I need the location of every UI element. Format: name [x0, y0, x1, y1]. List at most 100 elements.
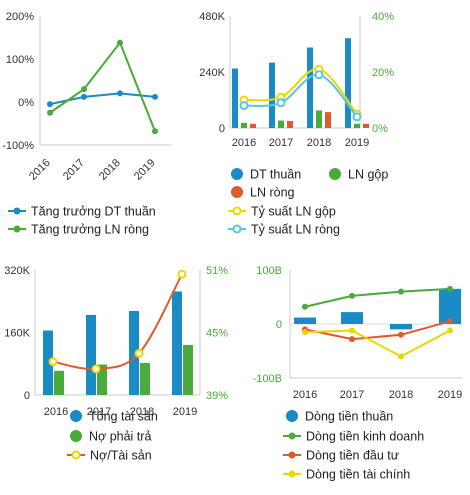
- chart4-line-point: [447, 285, 453, 292]
- chart3-y-tick-label-left: 0: [24, 390, 30, 402]
- chart3-y-tick-label-left: 320K: [4, 265, 30, 277]
- chart3-x-tick-label: 2019: [173, 406, 197, 418]
- chart2-x-tick-label: 2016: [232, 137, 256, 149]
- chart1-y-tick-label: 100%: [6, 54, 34, 66]
- chart4-x-tick-label: 2018: [389, 389, 413, 401]
- chart4-line-point: [447, 318, 453, 325]
- chart2-legend-swatch: [231, 186, 243, 198]
- chart4-bar-dong-tien-thuan: [390, 324, 412, 330]
- chart2-y-tick-label-left: 480K: [199, 11, 225, 23]
- chart2-bar-ln-rong: [250, 123, 256, 128]
- chart4-x-tick-label: 2019: [438, 389, 462, 401]
- chart2-x-tick-label: 2018: [307, 137, 331, 149]
- chart4-line-point: [398, 331, 404, 338]
- chart4-line-point: [398, 353, 404, 360]
- chart3-y-tick-label-right: 51%: [206, 265, 228, 277]
- chart3-bar-tong-tai-san: [172, 291, 182, 395]
- chart4-line-dong-tien-kinh-doanh: [304, 287, 451, 308]
- chart2-bar-dt-thuan: [269, 62, 275, 128]
- chart1-point: [47, 109, 53, 116]
- chart3-line-point: [48, 357, 58, 367]
- chart4-legend-swatch: [286, 410, 298, 422]
- chart3-legend-label: Nợ phải trả: [89, 430, 151, 444]
- chart2-bar-dt-thuan: [232, 68, 238, 128]
- chart1-x-tick-label: 2018: [97, 157, 123, 183]
- chart3-legend-swatch: [70, 410, 82, 422]
- chart2-legend-swatch: [231, 168, 243, 180]
- chart1-point: [117, 39, 123, 46]
- chart4-legend-marker: [288, 470, 296, 478]
- chart2-legend-marker: [232, 206, 242, 216]
- chart3-legend-swatch: [70, 430, 82, 442]
- chart2-legend-label: Tỷ suất LN gộp: [251, 205, 336, 219]
- chart3-x-tick-label: 2017: [87, 406, 111, 418]
- chart4-line-point: [302, 303, 308, 310]
- chart2-line-point: [314, 70, 324, 80]
- chart2-bar-ln-gop: [278, 120, 284, 128]
- chart1-x-tick-label: 2016: [27, 157, 53, 183]
- chart4-line-point: [398, 288, 404, 295]
- chart1-point: [47, 101, 53, 108]
- chart3-line-point: [177, 269, 187, 279]
- chart3-y-tick-label-right: 39%: [206, 390, 228, 402]
- chart3-y-tick-label-left: 160K: [4, 328, 30, 340]
- chart1-x-tick-label: 2019: [132, 157, 158, 183]
- chart4-legend-label: Dòng tiền kinh doanh: [306, 430, 424, 444]
- chart1-legend-marker: [13, 225, 21, 233]
- chart4-bar-dong-tien-thuan: [439, 288, 461, 324]
- chart2-y-tick-label-right: 0%: [372, 123, 388, 135]
- chart1-series-line-tang-truong-ln-rong: [49, 40, 156, 132]
- chart1-point: [81, 93, 87, 100]
- chart4-legend-marker: [288, 451, 296, 459]
- chart2-line-point: [239, 101, 249, 111]
- chart4-line-point: [447, 327, 453, 334]
- chart4-bar-dong-tien-thuan: [294, 317, 316, 324]
- chart4-legend-marker: [288, 432, 296, 440]
- chart2-legend-label: LN gộp: [348, 168, 388, 182]
- chart4-y-tick-label: -100B: [253, 373, 282, 385]
- chart4-x-tick-label: 2016: [293, 389, 317, 401]
- chart2-bar-dt-thuan: [307, 47, 313, 128]
- chart3-line-point: [134, 348, 144, 358]
- chart3-y-tick-label-right: 45%: [206, 328, 228, 340]
- chart3-x-tick-label: 2016: [44, 406, 68, 418]
- chart4-line-point: [349, 292, 355, 299]
- chart4-y-tick-label: 0: [276, 319, 282, 331]
- chart2-x-tick-label: 2019: [345, 137, 369, 149]
- chart2-bar-ln-gop: [241, 122, 247, 128]
- chart1-y-tick-label: 0%: [18, 97, 34, 109]
- chart1-y-tick-label: 200%: [6, 11, 34, 23]
- chart2-legend-label: DT thuần: [250, 168, 301, 182]
- chart3-bar-no-phai-tra: [97, 364, 107, 395]
- chart2-x-tick-label: 2017: [269, 137, 293, 149]
- chart2-line-ty-suat-ln-rong: [243, 73, 358, 118]
- chart3-bar-tong-tai-san: [129, 311, 139, 395]
- chart1-point: [117, 90, 123, 97]
- chart4-bar-dong-tien-thuan: [341, 312, 363, 324]
- chart4-line-point: [349, 327, 355, 334]
- chart3-x-tick-label: 2018: [130, 406, 154, 418]
- chart2-bar-ln-gop: [354, 123, 360, 128]
- chart4-line-point: [302, 329, 308, 336]
- chart2-legend-marker: [232, 224, 242, 234]
- chart1-x-tick-label: 2017: [61, 157, 87, 183]
- chart1-legend-marker: [13, 207, 21, 215]
- chart4-legend-label: Dòng tiền thuần: [305, 410, 393, 424]
- chart2-legend-label: LN ròng: [250, 186, 295, 200]
- chart4-line-dong-tien-tai-chinh: [304, 329, 451, 358]
- chart4-x-tick-label: 2017: [340, 389, 364, 401]
- chart1-point: [152, 93, 158, 100]
- chart2-line-point: [276, 98, 286, 108]
- chart2-line-ty-suat-ln-gop: [243, 68, 358, 115]
- chart2-bar-dt-thuan: [345, 38, 351, 128]
- chart4-legend-label: Dòng tiền đầu tư: [306, 449, 399, 463]
- chart2-y-tick-label-left: 0: [219, 123, 225, 135]
- chart2-y-tick-label-right: 40%: [372, 11, 394, 23]
- chart2-bar-ln-gop: [316, 110, 322, 128]
- chart4-line-point: [349, 336, 355, 343]
- chart2-bar-ln-rong: [325, 112, 331, 128]
- chart3-bar-tong-tai-san: [86, 314, 96, 395]
- chart3-legend-label: Nợ/Tài sản: [90, 449, 152, 463]
- chart1-point: [81, 86, 87, 93]
